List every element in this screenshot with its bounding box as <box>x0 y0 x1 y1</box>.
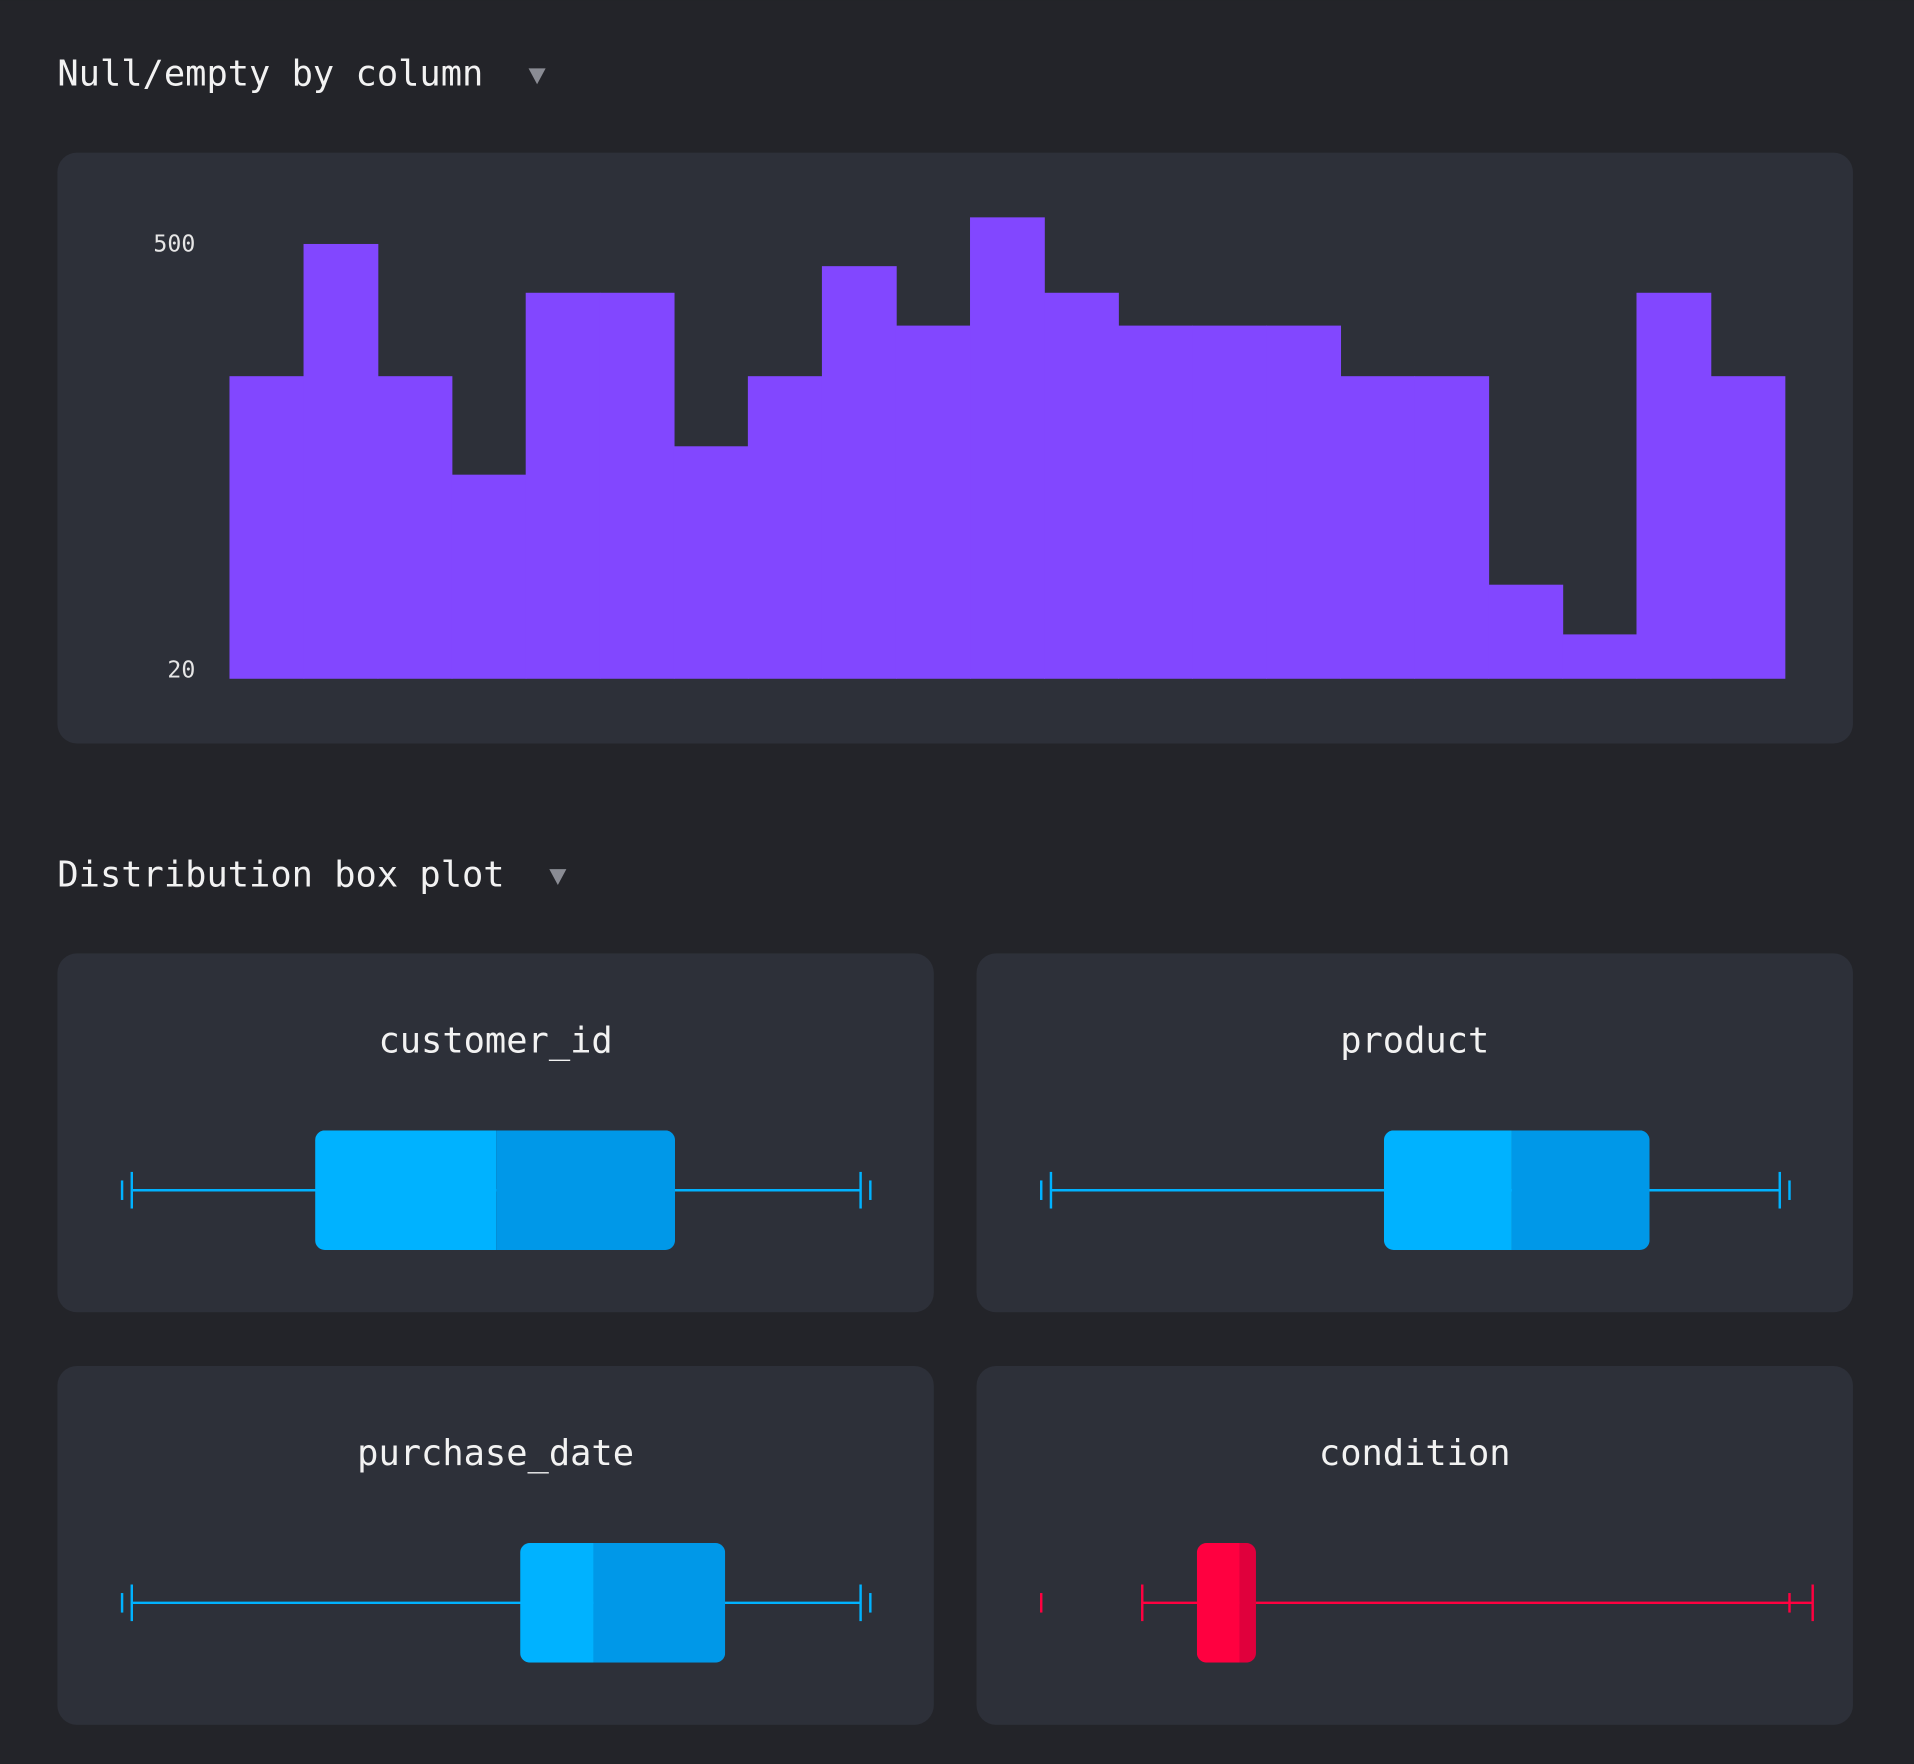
bar <box>970 217 1045 679</box>
box-lower <box>315 1130 497 1251</box>
bar <box>451 474 527 679</box>
box-plots: customer_id product purchase_date condition <box>57 953 1853 1725</box>
bar <box>525 292 601 679</box>
y-tick-label: 500 <box>153 231 195 258</box>
bar <box>895 325 971 679</box>
collapse-toggle[interactable] <box>528 68 546 85</box>
bar <box>599 292 675 679</box>
bar <box>1488 584 1564 679</box>
bar-chart: 20 500 <box>153 217 1786 684</box>
bar <box>1266 325 1342 679</box>
bar <box>229 376 305 679</box>
box-lower <box>1383 1130 1512 1251</box>
box-lower <box>520 1542 594 1663</box>
bar <box>1118 325 1193 679</box>
bar <box>377 376 453 679</box>
box-title: customer_id <box>378 1021 612 1062</box>
box-title: purchase_date <box>357 1433 634 1474</box>
box-title: condition <box>1319 1433 1511 1474</box>
bar <box>1636 292 1712 679</box>
section-title: Null/empty by column <box>57 54 483 95</box>
bar <box>747 376 823 679</box>
y-tick-label: 20 <box>167 657 195 684</box>
bar <box>673 446 749 679</box>
box-panel <box>57 1365 934 1725</box>
section-title: Distribution box plot <box>57 855 504 896</box>
bar <box>1414 376 1490 679</box>
bar <box>1562 634 1638 679</box>
box-title: product <box>1340 1021 1489 1062</box>
box-upper <box>593 1542 726 1663</box>
bar <box>1710 376 1786 679</box>
box-upper <box>1511 1130 1650 1251</box>
bar <box>1192 325 1267 679</box>
bar <box>821 266 897 679</box>
bar <box>303 243 379 679</box>
box-upper <box>496 1130 676 1251</box>
bar <box>1340 376 1416 679</box>
box-lower <box>1196 1542 1240 1663</box>
bar <box>1044 292 1119 679</box>
box-panel <box>976 1365 1853 1725</box>
collapse-toggle[interactable] <box>549 869 567 886</box>
box-upper <box>1239 1542 1256 1663</box>
